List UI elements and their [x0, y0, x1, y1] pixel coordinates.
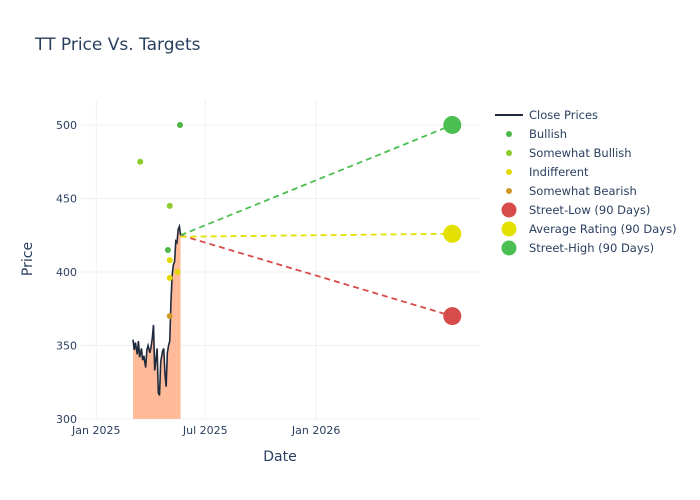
- y-axis-ticks: 300 350 400 450 500: [56, 119, 77, 426]
- rating-point: [166, 313, 173, 320]
- legend-swatch: [506, 169, 512, 175]
- y-axis-label: Price: [20, 242, 36, 276]
- legend-label: Somewhat Bearish: [529, 184, 637, 198]
- rating-points: [137, 121, 183, 320]
- rating-point: [164, 246, 171, 253]
- target-marker: [443, 115, 462, 134]
- legend-label: Close Prices: [529, 108, 598, 122]
- rating-point: [177, 121, 183, 128]
- legend-swatch: [501, 202, 517, 218]
- x-tick-label: Jan 2025: [71, 424, 120, 437]
- y-tick-label: 500: [56, 119, 77, 132]
- price-line: [132, 223, 182, 396]
- target-line: [180, 124, 453, 237]
- legend-label: Street-Low (90 Days): [529, 203, 650, 217]
- target-marker: [443, 224, 462, 243]
- target-endpoints: [443, 115, 462, 326]
- legend-swatch: [501, 240, 517, 256]
- target-line: [180, 234, 453, 317]
- rating-point: [137, 158, 144, 165]
- y-tick-label: 350: [56, 339, 77, 352]
- rating-point: [166, 202, 173, 209]
- legend-label: Bullish: [529, 127, 567, 141]
- legend-label: Indifferent: [529, 165, 589, 179]
- x-axis-ticks: Jan 2025 Jul 2025 Jan 2026: [71, 424, 340, 437]
- target-marker: [443, 307, 462, 326]
- x-axis-label: Date: [263, 449, 296, 465]
- legend-label: Somewhat Bullish: [529, 146, 632, 160]
- legend: Close Prices Bullish Somewhat Bullish Indif…: [495, 108, 677, 256]
- legend-swatch: [506, 150, 512, 156]
- legend-swatch: [506, 131, 512, 137]
- chart-title: TT Price Vs. Targets: [34, 35, 201, 55]
- x-tick-label: Jul 2025: [182, 424, 228, 437]
- target-line: [180, 232, 453, 238]
- close-price-line: [132, 223, 182, 396]
- grid: [80, 100, 480, 420]
- legend-label: Street-High (90 Days): [529, 241, 654, 255]
- legend-swatch: [501, 221, 517, 237]
- rating-point: [166, 274, 173, 281]
- rating-point: [174, 268, 181, 275]
- price-area-fill: [133, 226, 181, 419]
- legend-label: Average Rating (90 Days): [529, 222, 677, 236]
- legend-swatch: [506, 188, 512, 194]
- target-lines: [180, 124, 453, 317]
- price-area: [133, 226, 181, 419]
- x-tick-label: Jan 2026: [291, 424, 340, 437]
- y-tick-label: 400: [56, 266, 77, 279]
- y-tick-label: 300: [56, 413, 77, 426]
- rating-point: [166, 257, 173, 264]
- y-tick-label: 450: [56, 192, 77, 205]
